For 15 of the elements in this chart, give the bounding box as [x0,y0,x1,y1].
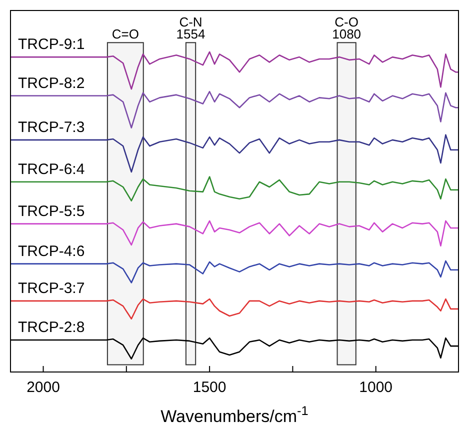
series-label: TRCP-4:6 [18,242,85,260]
series-label: TRCP-8:2 [18,74,85,92]
x-axis-title: Wavenumbers/cm$^{-1}$ [160,402,308,426]
series-label: TRCP-6:4 [18,160,85,178]
x-tick-label: 2000 [26,379,60,396]
band-label: C-N 1554 [176,14,206,42]
series-label: TRCP-9:1 [18,36,85,54]
x-tick-label: 1500 [192,379,226,396]
series-label: TRCP-2:8 [18,318,85,336]
band-label: C-O 1080 [332,14,362,42]
band-label: C=O [112,26,139,42]
series-label: TRCP-5:5 [18,202,85,220]
series-label: TRCP-7:3 [18,118,85,136]
series-label: TRCP-3:7 [18,280,85,297]
x-tick-label: 1000 [359,379,393,396]
